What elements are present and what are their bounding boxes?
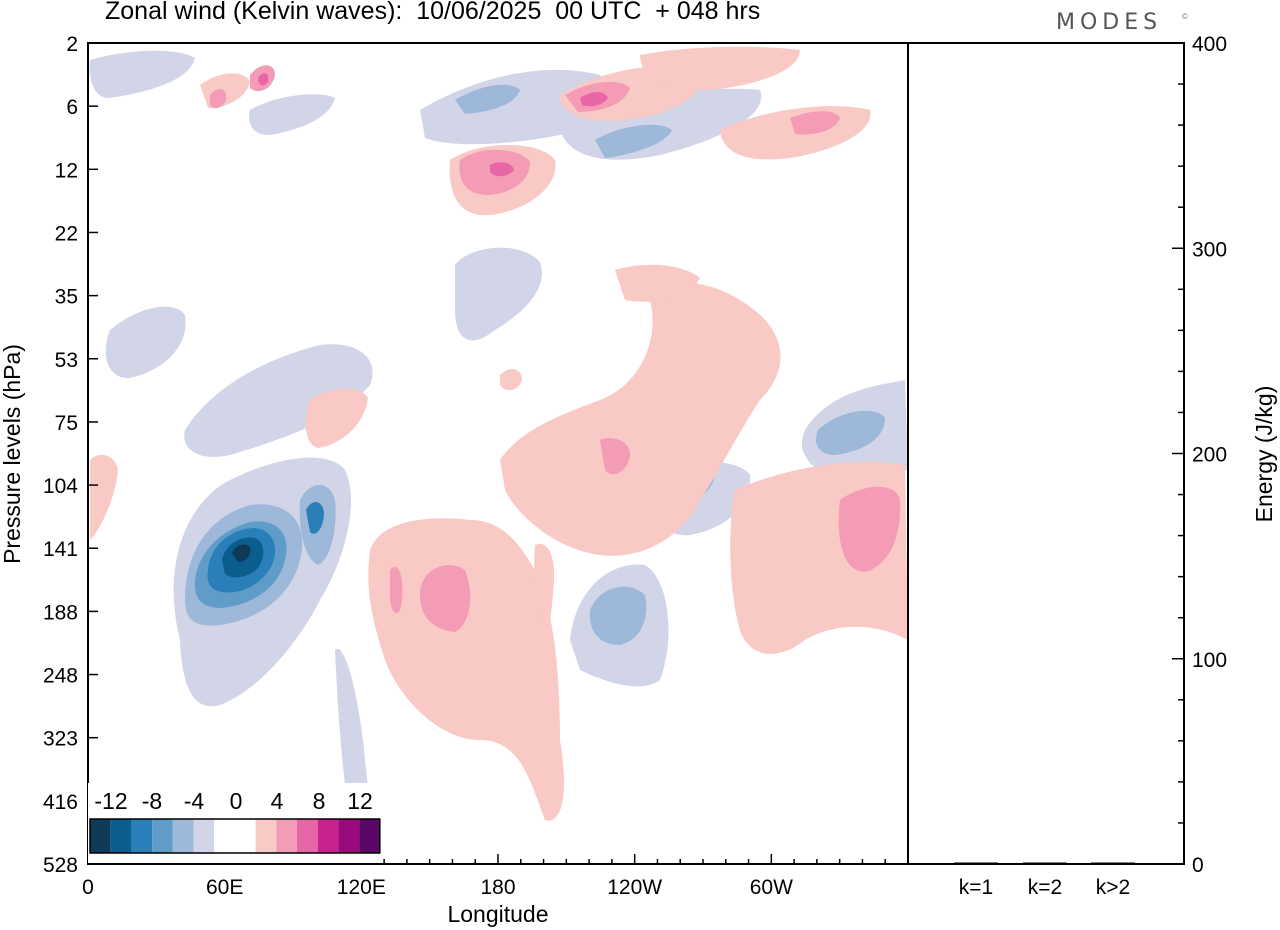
y-axis: 2 6 12 22 35 53 75 104 141 188 248 323 416 528 (43, 33, 98, 877)
wind-field (89, 46, 908, 862)
y-tick-label: 323 (43, 728, 78, 751)
y-tick-label: 35 (55, 286, 78, 309)
colorbar-label: 8 (313, 788, 326, 814)
contour-region (589, 586, 647, 645)
contour-region (390, 566, 403, 614)
colorbar-label: -12 (94, 788, 127, 814)
energy-axis-title: Energy (J/kg) (1251, 386, 1277, 523)
contour-region (232, 544, 251, 562)
contour-region (306, 501, 324, 534)
contour-region (640, 46, 800, 91)
contour-region (258, 73, 269, 86)
energy-tick-label: 100 (1192, 649, 1227, 672)
contour-region (105, 306, 186, 379)
contour-region (490, 162, 514, 177)
contour-region (455, 84, 520, 114)
y-tick-label: 6 (66, 96, 78, 119)
y-tick-label: 2 (66, 33, 78, 56)
y-axis-title: Pressure levels (hPa) (0, 344, 25, 564)
y-tick-label: 75 (55, 412, 78, 435)
y-tick-label: 53 (55, 349, 78, 372)
colorbar-swatch (359, 819, 380, 853)
energy-bar (1023, 862, 1067, 864)
x-axis: 0 60E 120E 180 120W 60W (82, 854, 909, 899)
contour-region (90, 454, 118, 540)
contour-region (615, 264, 700, 302)
colorbar-frame (89, 818, 381, 854)
x-tick-label: 180 (480, 876, 515, 899)
colorbar-swatch (172, 819, 194, 853)
contour-region (500, 368, 522, 391)
colorbar-swatch (317, 819, 339, 853)
contour-region (534, 543, 555, 642)
y-tick-label: 416 (43, 791, 78, 814)
colorbar-swatch (131, 819, 153, 853)
energy-bars: k=1 k=2 k>2 (954, 862, 1135, 899)
y-tick-label: 248 (43, 665, 78, 688)
x-axis-title: Longitude (447, 901, 548, 927)
contour-region (249, 94, 335, 136)
brand-mark: © (1182, 12, 1188, 21)
energy-category-label: k=1 (959, 876, 993, 899)
contour-region (500, 283, 781, 556)
energy-bar (1091, 862, 1135, 864)
colorbar-label: 0 (230, 788, 243, 814)
energy-category-label: k>2 (1096, 876, 1130, 899)
colorbar-swatch (255, 819, 277, 853)
colorbar-swatch (338, 819, 360, 853)
colorbar-label: -8 (142, 788, 162, 814)
contour-region (184, 344, 373, 458)
energy-tick-label: 400 (1192, 33, 1227, 56)
colorbar-swatch (90, 819, 111, 853)
contour-region (838, 486, 901, 572)
y-tick-label: 12 (55, 159, 78, 182)
y-tick-label: 141 (43, 538, 78, 561)
colorbar-swatch (110, 819, 132, 853)
x-tick-label: 120E (337, 876, 386, 899)
x-tick-label: 120W (607, 876, 662, 899)
contour-region (368, 518, 565, 821)
x-tick-label: 60E (206, 876, 243, 899)
x-tick-label: 60W (750, 876, 793, 899)
contour-region (420, 69, 608, 145)
energy-bar (954, 862, 998, 864)
contour-region (305, 388, 368, 448)
contour-region (89, 50, 195, 99)
contour-region (210, 88, 227, 109)
contour-region (580, 92, 608, 107)
colorbar-swatch (152, 819, 173, 853)
y-tick-label: 104 (43, 475, 78, 498)
y-tick-label: 22 (55, 222, 78, 245)
y-tick-label: 188 (43, 601, 78, 624)
brand-logo: MODES (1056, 10, 1163, 35)
contour-region (595, 124, 672, 158)
contour-region (600, 438, 630, 475)
colorbar-swatch (234, 819, 256, 853)
energy-frame (907, 42, 1185, 865)
contour-region (419, 565, 471, 632)
contour-region (200, 73, 250, 108)
colorbar-swatch (297, 819, 318, 853)
colorbar-label: 12 (347, 788, 373, 814)
energy-tick-label: 300 (1192, 238, 1227, 261)
colorbar: -12 -8 -4 0 4 8 12 (88, 783, 382, 863)
contour-region (790, 111, 840, 135)
energy-axis: 0 100 200 300 400 (1172, 33, 1227, 877)
colorbar-swatch (276, 819, 297, 853)
contour-region (815, 410, 885, 455)
energy-category-label: k=2 (1028, 876, 1062, 899)
chart-title: Zonal wind (Kelvin waves): 10/06/2025 00… (105, 0, 761, 25)
energy-tick-label: 200 (1192, 444, 1227, 467)
y-tick-label: 528 (43, 854, 78, 877)
colorbar-label: -4 (184, 788, 205, 814)
energy-tick-label: 0 (1192, 854, 1204, 877)
colorbar-label: 4 (271, 788, 284, 814)
colorbar-swatch (193, 819, 215, 853)
x-tick-label: 0 (82, 876, 94, 899)
colorbar-swatch (214, 819, 235, 853)
contour-region (455, 247, 542, 341)
